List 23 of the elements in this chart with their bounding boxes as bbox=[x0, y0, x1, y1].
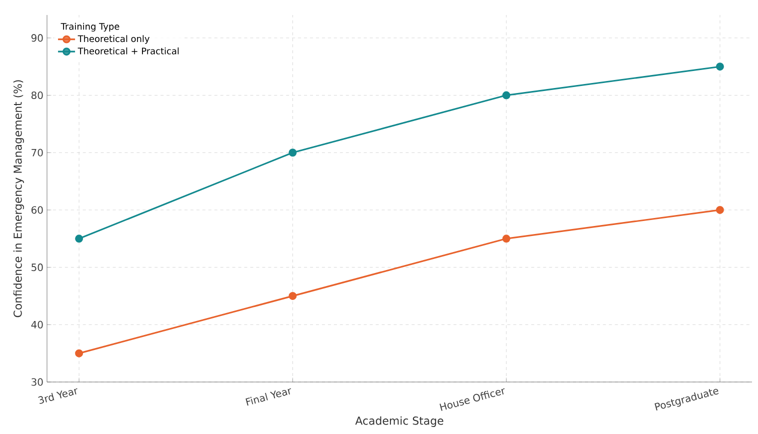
point bbox=[502, 234, 510, 243]
legend-label: Theoretical + Practical bbox=[78, 47, 179, 54]
y-tick-label: 50 bbox=[32, 264, 43, 272]
legend-label: Theoretical only bbox=[78, 35, 150, 44]
point bbox=[75, 349, 84, 358]
point bbox=[288, 148, 297, 157]
legend-title: Training Type bbox=[60, 22, 120, 32]
x-tick-label: House Officer bbox=[440, 388, 505, 411]
x-tick-label: Final Year bbox=[246, 388, 291, 406]
y-tick-label: 90 bbox=[31, 34, 43, 42]
y-tick-label: 80 bbox=[31, 92, 43, 100]
point bbox=[716, 206, 724, 214]
point bbox=[75, 234, 84, 243]
point bbox=[288, 292, 297, 300]
y-tick-label: 30 bbox=[32, 378, 43, 386]
point bbox=[502, 91, 510, 100]
point bbox=[716, 62, 724, 71]
x-tick-label: 3rd Year bbox=[38, 388, 78, 404]
y-tick-label: 70 bbox=[32, 148, 43, 156]
x-axis-title: Academic Stage bbox=[355, 416, 444, 427]
y-axis-title: Confidence in Emergency Management (%) bbox=[13, 80, 24, 318]
y-tick-label: 60 bbox=[32, 206, 43, 214]
y-tick-label: 40 bbox=[31, 320, 43, 328]
